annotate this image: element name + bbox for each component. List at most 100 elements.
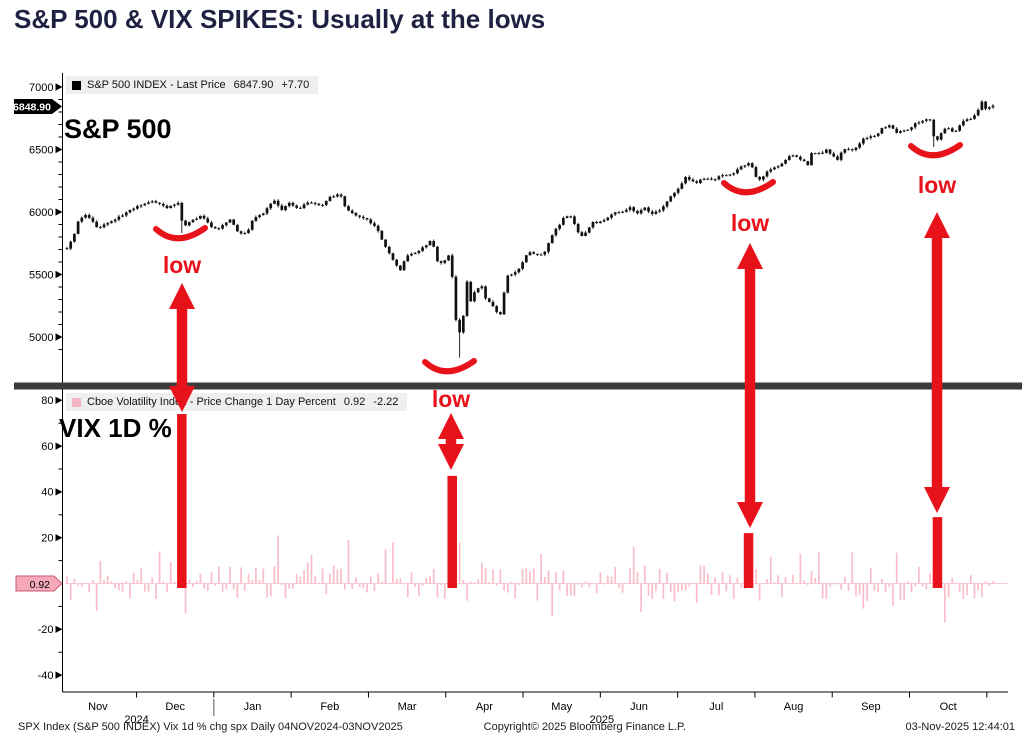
candle-body	[769, 169, 773, 172]
candle-body	[443, 260, 447, 263]
candle-body	[502, 292, 506, 315]
vix-bar	[592, 583, 594, 585]
vix-bar	[210, 571, 213, 584]
vix-bar	[795, 583, 798, 585]
candle-body	[736, 169, 739, 174]
candle-body	[591, 221, 595, 228]
vix-y-tick-label: -40	[38, 670, 54, 682]
vix-bar	[914, 583, 917, 587]
vix-bar	[584, 581, 587, 584]
vix-bar	[103, 579, 105, 584]
candle-body	[347, 206, 350, 211]
candle-body	[924, 119, 928, 121]
vix-bar	[695, 583, 698, 603]
candle-body	[450, 255, 454, 277]
candle-body	[921, 120, 924, 123]
candle-body	[561, 217, 565, 225]
footer-ticker-info: SPX Index (S&P 500 INDEX) Vix 1d % chg s…	[18, 721, 403, 733]
vix-bar	[225, 583, 228, 590]
vix-y-tick-label: 40	[41, 487, 53, 499]
candle-body	[939, 133, 943, 140]
candle-body	[165, 205, 169, 209]
candle-body	[499, 312, 502, 315]
vix-bar	[929, 573, 931, 584]
month-label: Aug	[784, 701, 804, 713]
candle-body	[780, 163, 784, 167]
vix-bar	[325, 583, 328, 594]
vix-bar	[832, 583, 835, 585]
spx-last-price-badge-text: 6848.90	[13, 102, 51, 114]
candle-body	[250, 220, 254, 230]
vix-bar	[899, 583, 902, 600]
spx-y-tick-label: 5500	[29, 269, 53, 281]
vix-bar	[614, 567, 617, 584]
vix-bar	[218, 566, 220, 584]
vix-bar	[443, 583, 446, 599]
candle-body	[984, 101, 987, 109]
candle-body	[191, 219, 195, 223]
spx-legend-change: +7.70	[281, 79, 310, 91]
vix-bar	[869, 568, 872, 584]
vix-bar	[969, 575, 972, 584]
vix-bar	[221, 583, 224, 592]
vix-bar	[140, 567, 142, 584]
candle-body	[339, 194, 343, 197]
candle-body	[658, 210, 661, 212]
vix-bar	[92, 580, 94, 584]
vix-bar	[577, 583, 580, 585]
month-label: Jan	[244, 701, 262, 713]
spx-legend-name: S&P 500 INDEX - Last Price	[87, 79, 226, 91]
candle-body	[980, 101, 984, 110]
candle-body	[495, 306, 499, 313]
vix-y-tick-label: -20	[38, 624, 54, 636]
candle-body	[184, 220, 187, 226]
candle-body	[236, 224, 239, 232]
candle-body	[773, 167, 776, 170]
candle-body	[576, 224, 580, 233]
vix-bar	[251, 579, 254, 584]
vix-bar	[569, 583, 572, 596]
vix-spike-bar-highlighted	[447, 475, 457, 588]
vix-bar	[588, 583, 591, 588]
vix-bar	[684, 583, 687, 591]
candle-body	[469, 281, 473, 302]
candle-body	[943, 128, 947, 134]
vix-bar	[321, 568, 324, 584]
y-tick-marker	[55, 333, 63, 341]
vix-bar	[343, 583, 346, 590]
candle-body	[128, 209, 132, 213]
candle-body	[613, 212, 617, 215]
candle-body	[328, 196, 332, 201]
vix-bar	[603, 583, 605, 585]
vix-bar	[288, 583, 291, 589]
candle-body	[765, 171, 769, 177]
candle-body	[750, 163, 754, 168]
candle-body	[813, 153, 817, 155]
month-label: Dec	[165, 701, 185, 713]
candle-body	[387, 246, 391, 254]
candle-body	[261, 213, 265, 216]
candle-body	[539, 254, 543, 256]
y-tick-marker	[55, 442, 63, 450]
vix-bar	[495, 583, 498, 586]
vix-bar	[332, 565, 335, 584]
vix-bar	[599, 572, 602, 584]
vix-bar	[503, 583, 505, 591]
vix-bar	[810, 571, 813, 584]
candle-body	[950, 128, 954, 132]
vix-bar	[551, 583, 554, 616]
candle-body	[754, 167, 758, 177]
vix-bar	[366, 583, 368, 593]
vix-bar	[477, 579, 479, 584]
vix-bar	[369, 576, 372, 584]
y-tick-marker	[55, 145, 63, 154]
vix-bar	[655, 583, 657, 591]
candle-body	[239, 231, 243, 234]
candle-body	[406, 255, 410, 262]
candle-body	[465, 281, 469, 316]
candle-body	[876, 133, 880, 136]
month-label: Sep	[861, 701, 881, 713]
vix-bar	[377, 573, 379, 584]
candle-body	[324, 200, 328, 206]
candle-body	[491, 301, 495, 307]
